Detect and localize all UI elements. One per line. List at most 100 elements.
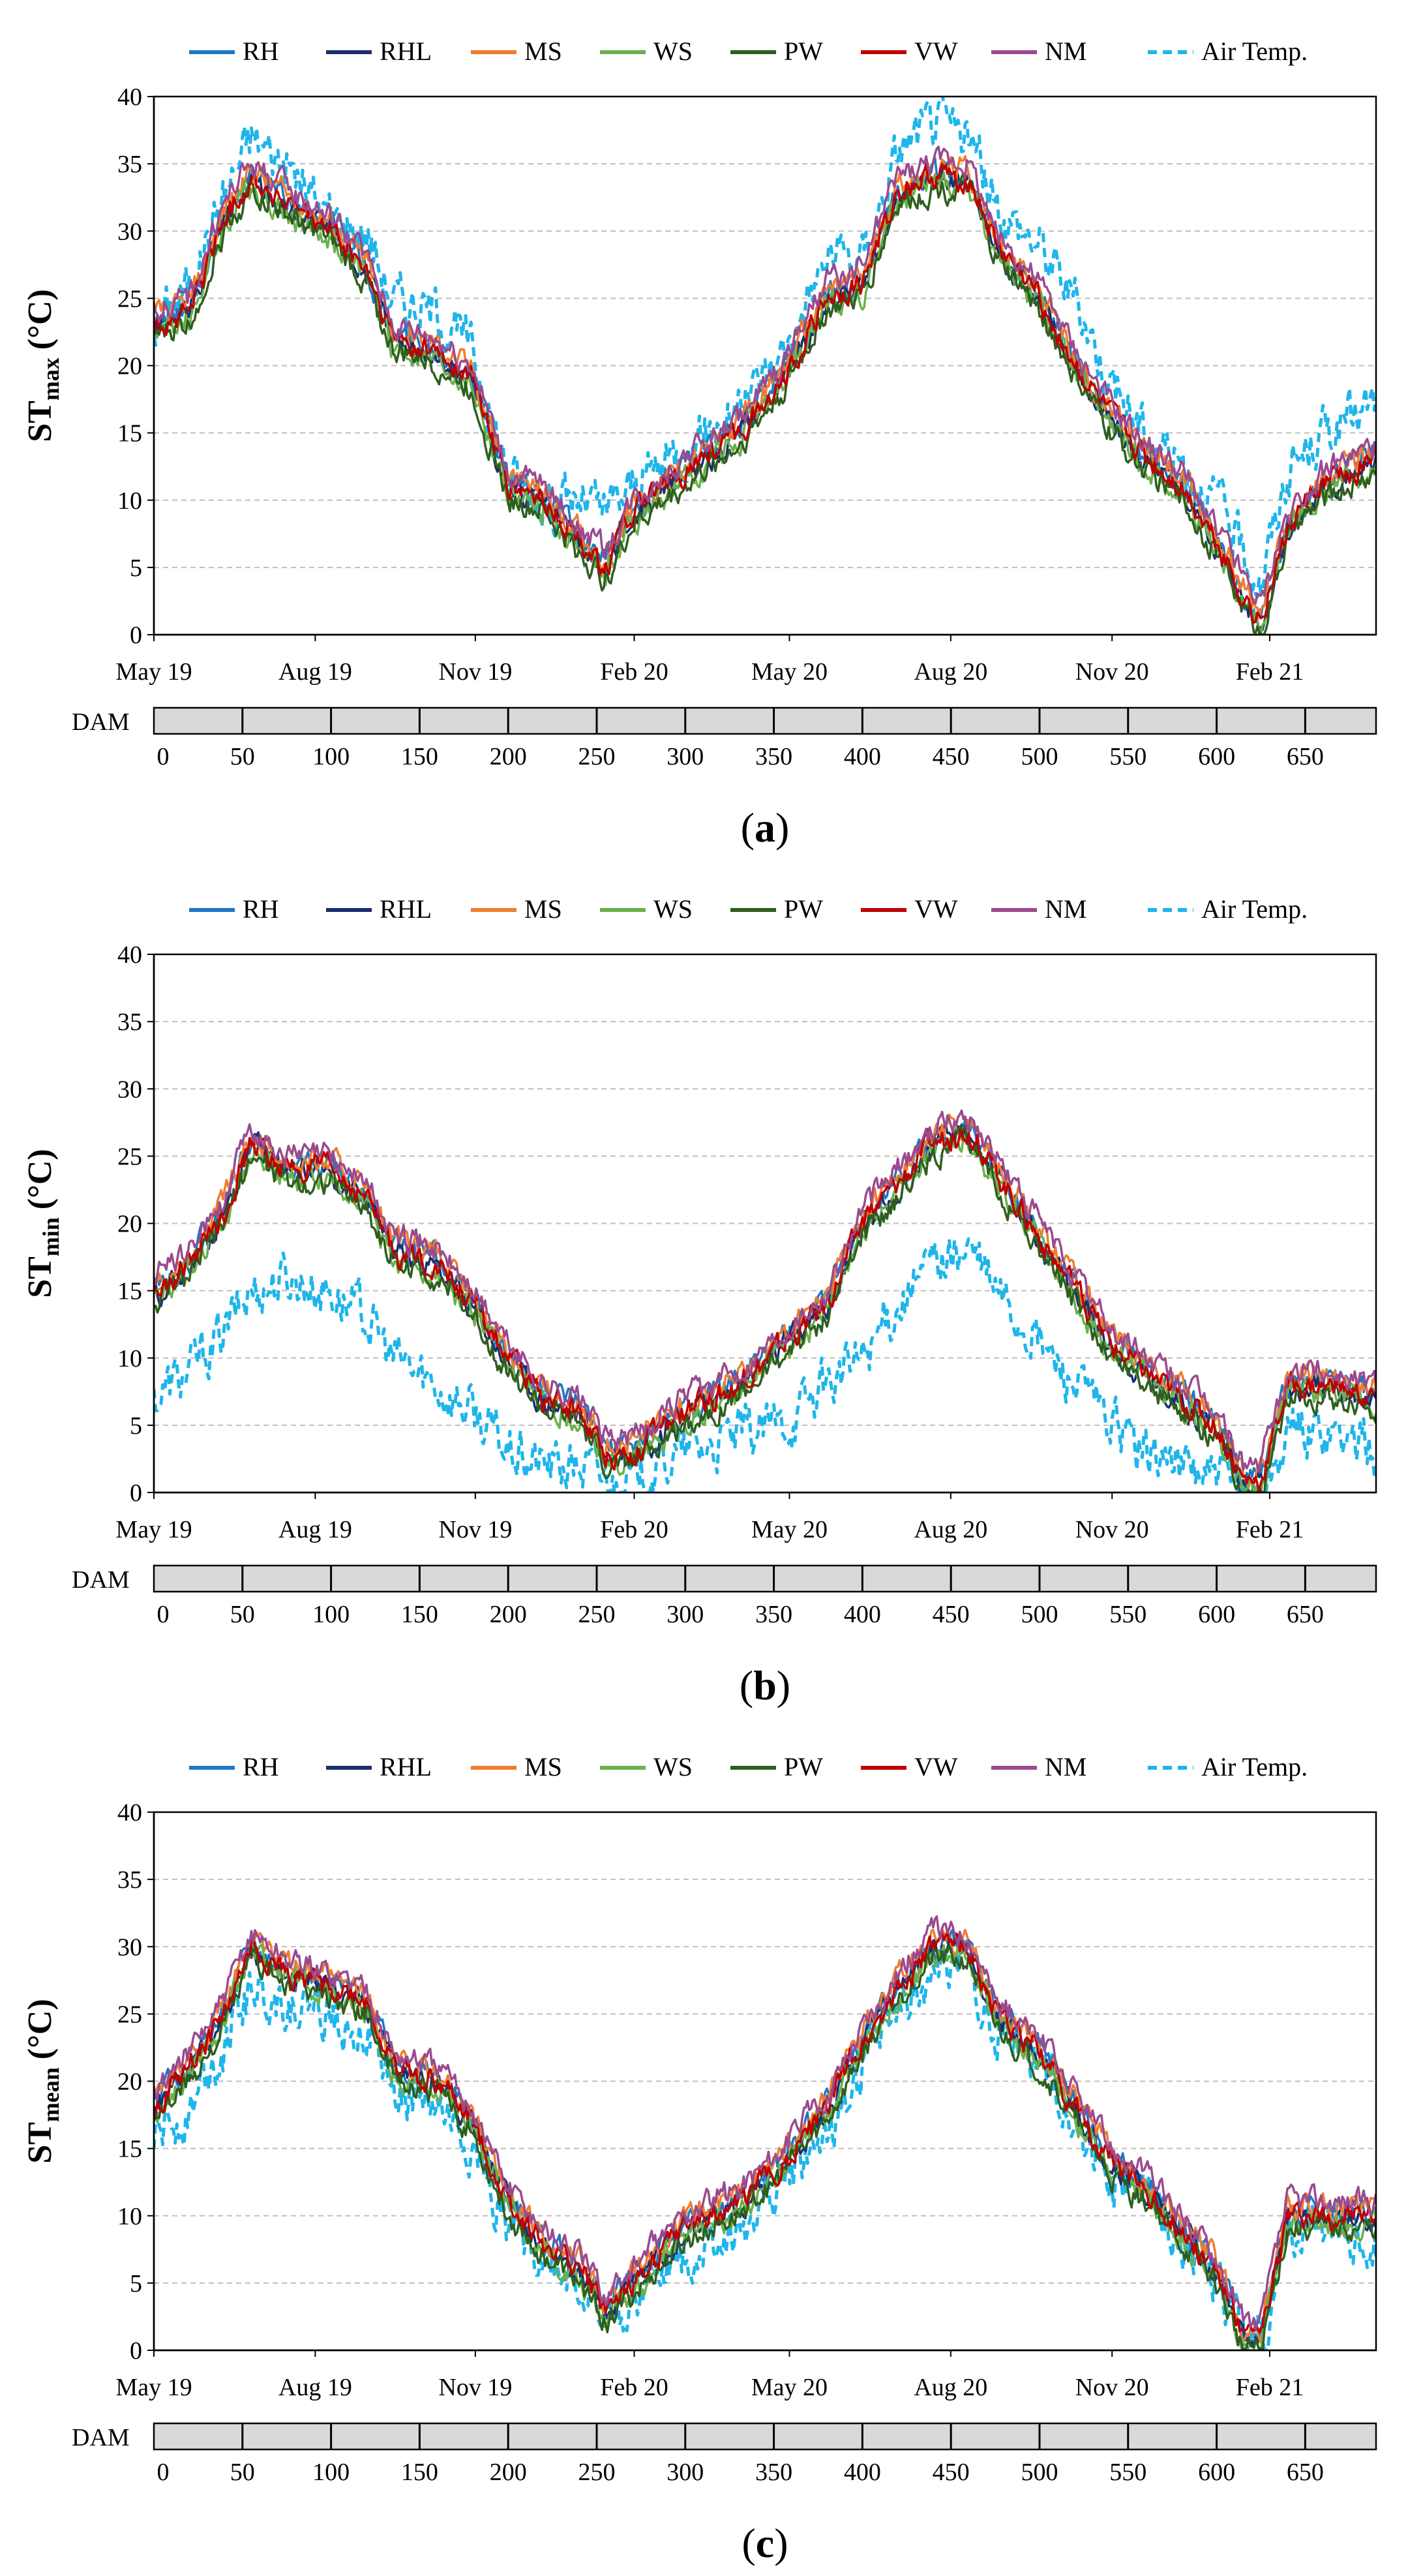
x-tick-label: Nov 20 <box>1075 658 1149 686</box>
dam-tick-label: 650 <box>1287 2459 1324 2486</box>
series-group <box>154 1109 1376 1493</box>
x-tick-label: Aug 20 <box>914 2374 987 2401</box>
y-tick-label: 40 <box>117 83 142 111</box>
legend-label: RHL <box>380 1752 432 1781</box>
legend-label: PW <box>784 894 823 924</box>
x-tick-label: May 20 <box>751 658 828 686</box>
series-line <box>154 145 1376 605</box>
series-line <box>154 1927 1376 2344</box>
y-tick-label: 25 <box>117 1143 142 1170</box>
dam-tick-label: 0 <box>157 1601 170 1628</box>
y-axis-label: STmax(°C) <box>22 289 64 442</box>
plot-frame <box>153 95 1377 636</box>
legend-label: MS <box>524 37 562 66</box>
legend-label: WS <box>653 894 693 924</box>
legend-label: NM <box>1045 894 1086 924</box>
dam-tick-label: 250 <box>578 2459 615 2486</box>
y-tick-label: 25 <box>117 285 142 312</box>
series-line <box>154 172 1376 635</box>
dam-bar <box>153 706 1377 735</box>
dam-tick-label: 0 <box>157 2459 170 2486</box>
y-tick-label: 35 <box>117 1866 142 1894</box>
legend-label: VW <box>914 1752 958 1781</box>
y-tick-label: 35 <box>117 151 142 178</box>
y-tick-label: 30 <box>117 1933 142 1961</box>
dam-tick-label: 100 <box>312 743 350 770</box>
dam-tick-label: 300 <box>667 1601 704 1628</box>
y-tick-label: 5 <box>130 1412 142 1440</box>
x-tick-label: Feb 20 <box>600 1516 668 1543</box>
legend-label: VW <box>914 894 958 924</box>
series-group <box>154 1915 1376 2350</box>
y-tick-label: 25 <box>117 2001 142 2028</box>
series-line <box>154 1915 1376 2332</box>
series-line <box>154 1109 1376 1473</box>
x-tick-label: May 19 <box>115 658 192 686</box>
dam-tick-label: 50 <box>230 743 255 770</box>
dam-tick-label: 100 <box>312 2459 350 2486</box>
dam-tick-label: 600 <box>1198 2459 1235 2486</box>
series-line <box>154 1944 1376 2350</box>
dam-axis-label: DAM <box>72 708 130 736</box>
series-line <box>154 1930 1376 2333</box>
legend-label: PW <box>784 37 823 66</box>
dam-tick-label: 400 <box>844 743 881 770</box>
x-tick-label: Nov 19 <box>438 2374 512 2401</box>
y-axis-label: STmean(°C) <box>22 1999 64 2164</box>
dam-tick-label: 400 <box>844 2459 881 2486</box>
x-tick-label: Nov 20 <box>1075 2374 1149 2401</box>
dam-bar <box>153 2422 1377 2451</box>
legend-label: MS <box>524 1752 562 1781</box>
legend-label: RHL <box>380 894 432 924</box>
legend-label: RH <box>243 1752 279 1781</box>
dam-tick-label: 250 <box>578 1601 615 1628</box>
plot-frame <box>153 953 1377 1494</box>
dam-tick-label: 600 <box>1198 743 1235 770</box>
dam-tick-label: 50 <box>230 1601 255 1628</box>
dam-tick-label: 350 <box>755 2459 792 2486</box>
dam-tick-label: 350 <box>755 743 792 770</box>
x-tick-label: May 19 <box>115 2374 192 2401</box>
y-tick-label: 35 <box>117 1008 142 1036</box>
y-tick-label: 0 <box>130 1479 142 1507</box>
dam-tick-label: 150 <box>401 1601 438 1628</box>
legend-label: WS <box>653 1752 693 1781</box>
dam-tick-label: 450 <box>933 1601 970 1628</box>
plot-frame <box>153 1811 1377 2352</box>
y-tick-label: 10 <box>117 1345 142 1372</box>
y-tick-label: 0 <box>130 2337 142 2365</box>
dam-tick-label: 200 <box>490 1601 527 1628</box>
legend-label: NM <box>1045 37 1086 66</box>
y-tick-label: 40 <box>117 1799 142 1826</box>
y-tick-label: 15 <box>117 1278 142 1305</box>
dam-tick-label: 650 <box>1287 743 1324 770</box>
panel-a: RH RHL MS WS PW VW NM Air Temp. 0 5 10 15 20 25 30 35 40… <box>22 37 1377 851</box>
dam-tick-label: 650 <box>1287 1601 1324 1628</box>
x-tick-label: May 19 <box>115 1516 192 1543</box>
x-tick-label: Feb 21 <box>1236 1516 1304 1543</box>
panel-label: (b) <box>740 1662 790 1708</box>
series-line <box>154 162 1376 624</box>
dam-axis-label: DAM <box>72 1566 130 1594</box>
dam-tick-label: 600 <box>1198 1601 1235 1628</box>
dam-tick-label: 50 <box>230 2459 255 2486</box>
y-tick-label: 20 <box>117 2068 142 2096</box>
y-tick-label: 20 <box>117 1211 142 1238</box>
dam-tick-label: 300 <box>667 743 704 770</box>
dam-tick-label: 150 <box>401 743 438 770</box>
legend-label: WS <box>653 37 693 66</box>
x-tick-label: Aug 19 <box>278 1516 352 1543</box>
legend-label: RH <box>243 37 279 66</box>
series-line <box>154 1935 1376 2350</box>
y-tick-label: 0 <box>130 622 142 649</box>
dam-tick-label: 200 <box>490 743 527 770</box>
y-tick-label: 5 <box>130 554 142 582</box>
dam-tick-label: 550 <box>1109 743 1146 770</box>
dam-tick-label: 450 <box>933 2459 970 2486</box>
y-tick-label: 5 <box>130 2270 142 2297</box>
legend-label: Air Temp. <box>1201 894 1308 924</box>
x-tick-label: May 20 <box>751 2374 828 2401</box>
legend-label: NM <box>1045 1752 1086 1781</box>
legend-label: Air Temp. <box>1201 1752 1308 1781</box>
x-tick-label: Nov 20 <box>1075 1516 1149 1543</box>
